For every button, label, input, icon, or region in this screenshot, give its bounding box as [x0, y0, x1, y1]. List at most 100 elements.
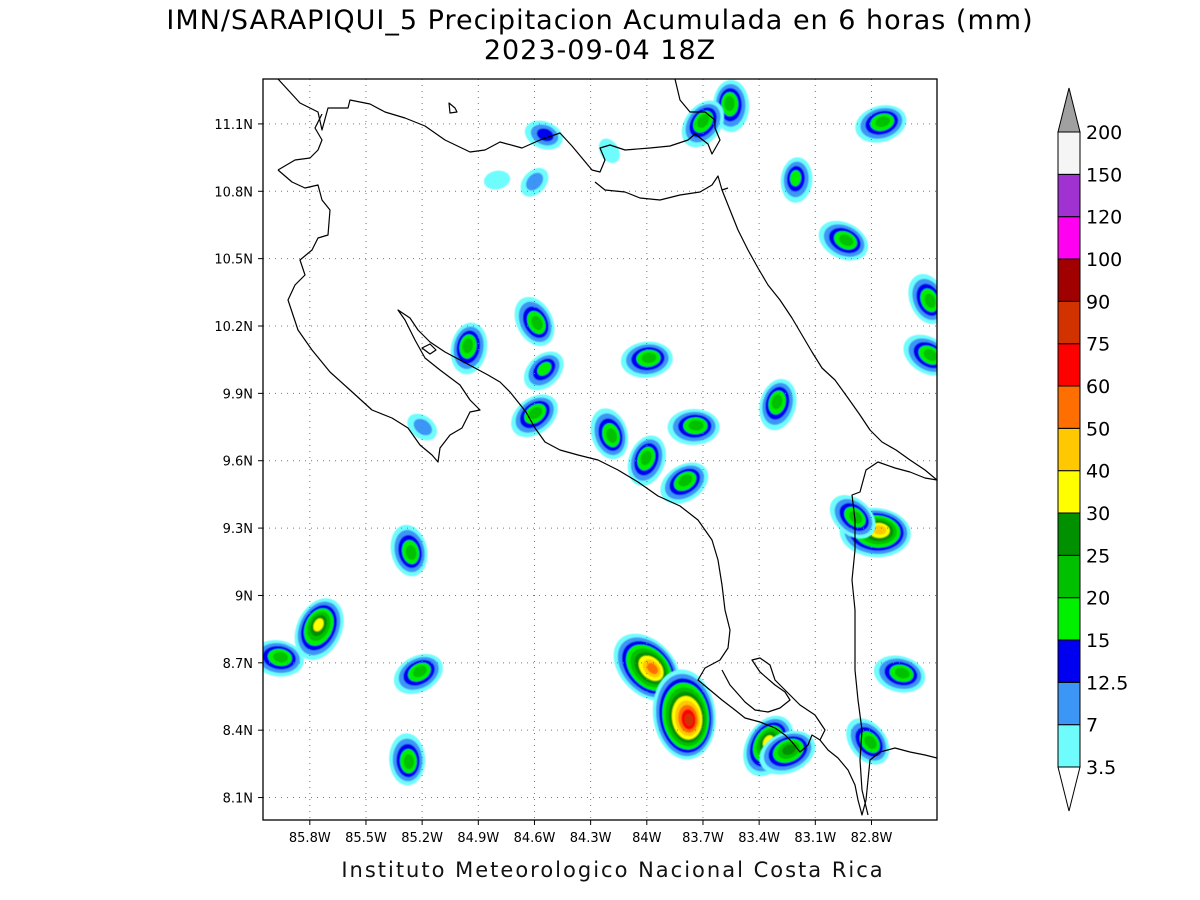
lat-tick-label: 8.1N [223, 792, 253, 807]
colorbar-segment [1057, 597, 1081, 641]
precip-contour-20 [606, 428, 617, 443]
san-juan-river-border [594, 175, 729, 201]
precip-contour-50 [646, 662, 658, 675]
colorbar-segment [1057, 639, 1081, 683]
precip-cell [520, 167, 549, 197]
precip-contour-20 [528, 406, 543, 420]
coastlines-borders [277, 79, 937, 816]
lon-tick-label: 83.1W [794, 831, 836, 846]
precip-contour-20 [678, 474, 693, 487]
lon-tick-label: 85.5W [345, 831, 387, 846]
precip-cell [829, 495, 876, 539]
precip-cell [759, 379, 797, 431]
nicaragua-lake-shore [277, 79, 721, 173]
colorbar-label: 12.5 [1086, 672, 1128, 694]
colorbar-label: 200 [1086, 122, 1122, 144]
nicaragua-border-north [277, 113, 323, 171]
colorbar-over-triangle [1057, 87, 1081, 133]
map-area: 85.8W 85.5W 85.2W 84.9W 84.6W 84.3W 84W 83.7W 83… [214, 78, 938, 846]
colorbar-segment [1057, 427, 1081, 472]
colorbar-under-triangle [1057, 766, 1081, 812]
colorbar-label: 50 [1086, 418, 1110, 440]
precip-contour-20 [864, 735, 877, 749]
precip-contour-25 [782, 744, 796, 755]
lon-tick-label: 84W [632, 831, 662, 846]
colorbar-label: 3.5 [1086, 757, 1116, 779]
precip-cell [873, 655, 926, 693]
precip-cell [652, 669, 716, 760]
colorbar-label: 150 [1086, 164, 1122, 186]
precip-contour-20 [405, 545, 417, 560]
colorbar-segment [1057, 385, 1081, 429]
precip-cell [818, 220, 869, 261]
caribbean-coastline [721, 189, 937, 481]
colorbar-segment [1057, 343, 1081, 387]
precip-cell [390, 524, 428, 577]
precip-contour-7 [413, 418, 433, 436]
precip-contour-20 [894, 667, 910, 679]
map-frame [262, 78, 938, 821]
colorbar-segment [1057, 470, 1081, 514]
precip-cell [294, 598, 344, 660]
precip-cell [627, 435, 666, 486]
precip-cell [523, 351, 564, 391]
lat-tick-label: 9.9N [223, 387, 253, 402]
precip-cell [780, 157, 813, 203]
precip-contour-20 [724, 96, 735, 111]
lon-tick-label: 82.8W [851, 831, 893, 846]
colorbar-label: 7 [1086, 715, 1098, 737]
precip-contour-15 [537, 362, 552, 376]
colorbar-segment [1057, 681, 1081, 726]
precip-contour-20 [640, 450, 652, 466]
precip-cell [667, 409, 720, 446]
lat-tick-label: 9.6N [223, 455, 253, 470]
costa-rica-panama-border [851, 461, 937, 816]
colorbar-label: 100 [1086, 249, 1122, 271]
colorbar-label: 15 [1086, 630, 1110, 652]
precip-contour-20 [688, 420, 704, 431]
precip-contour-75 [684, 713, 694, 727]
precip-cell [620, 341, 673, 378]
lat-tick-label: 9N [235, 589, 253, 604]
lat-tick-label: 9.3N [223, 522, 253, 537]
precip-contour-30 [313, 618, 324, 632]
colorbar-segment [1057, 216, 1081, 260]
colorbar-label: 120 [1086, 207, 1122, 229]
colorbar-segment [1057, 173, 1081, 218]
precip-cell [483, 170, 511, 190]
lon-tick-label: 85.8W [289, 831, 331, 846]
lon-tick-label: 85.2W [401, 831, 443, 846]
colorbar-label: 60 [1086, 376, 1110, 398]
precip-contour-20 [403, 754, 414, 770]
colorbar-segment [1057, 554, 1081, 599]
colorbar-segment [1057, 512, 1081, 556]
institution-credit: Instituto Meteorologico Nacional Costa R… [341, 858, 884, 882]
colorbar-label: 75 [1086, 334, 1110, 356]
precip-cell [903, 334, 937, 376]
map-title: IMN/SARAPIQUI_5 Precipitacion Acumulada … [166, 5, 1033, 36]
precip-contour-20 [839, 234, 854, 246]
precip-contour-3.5 [483, 170, 511, 190]
precip-cell [598, 138, 620, 164]
colorbar-label: 25 [1086, 545, 1110, 567]
colorbar-segment [1057, 131, 1081, 175]
precip-contour-20 [875, 116, 890, 128]
precip-cell [590, 408, 629, 460]
precip-contour-20 [771, 394, 783, 410]
colorbar-label: 30 [1086, 503, 1110, 525]
precip-cell [514, 296, 555, 347]
precip-cell [263, 640, 304, 677]
lat-tick-label: 10.8N [214, 185, 253, 200]
precip-contour-20 [924, 293, 936, 308]
map-subtitle-date: 2023-09-04 18Z [484, 35, 716, 66]
precip-contour-20 [923, 349, 937, 361]
colorbar-segment [1057, 300, 1081, 345]
lat-tick-label: 10.5N [214, 253, 253, 268]
precip-contour-12.5 [536, 128, 554, 142]
precip-contour-3.5 [598, 138, 620, 164]
lake-island [448, 102, 458, 114]
precip-contour-20 [849, 511, 863, 524]
lon-tick-label: 83.4W [738, 831, 780, 846]
precip-colorbar-legend: 3.5 7 12.5 15 20 25 30 40 50 60 75 90 100 120 150 200 [1057, 87, 1128, 812]
colorbar-label: 40 [1086, 461, 1110, 483]
